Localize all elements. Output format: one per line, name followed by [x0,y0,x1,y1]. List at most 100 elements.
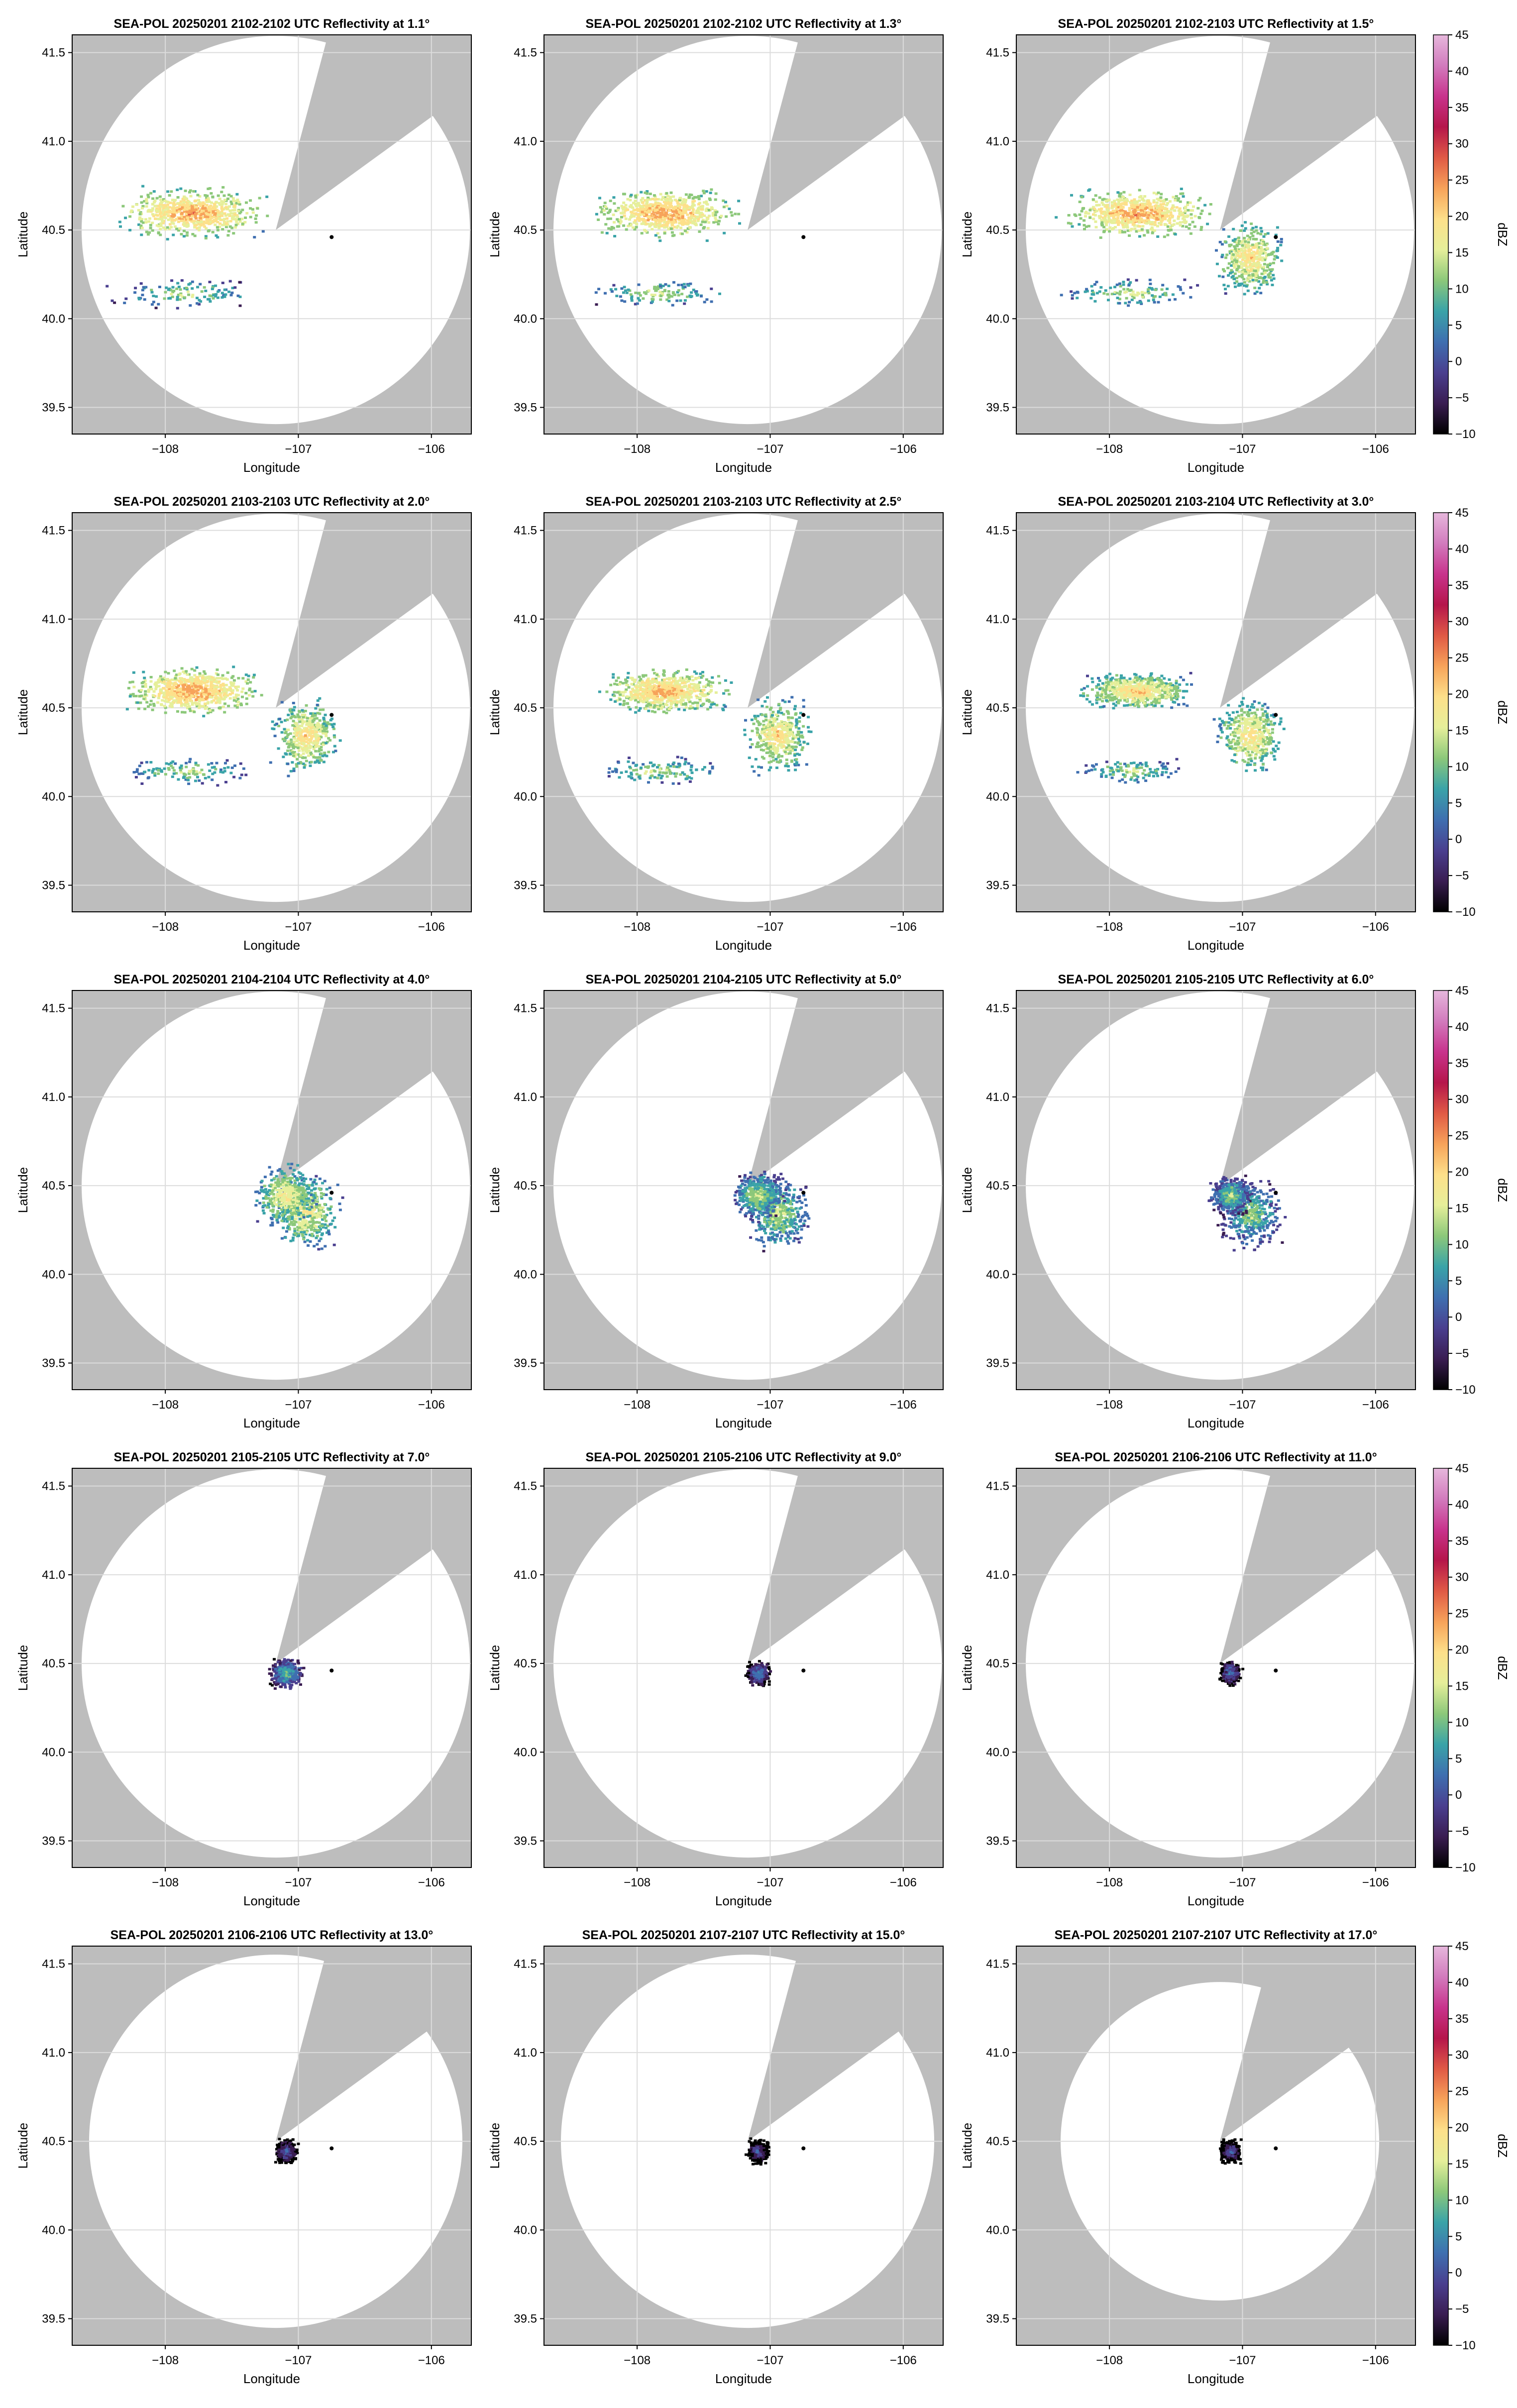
colorbar-tick-label: 5 [1455,2230,1462,2243]
y-tick-label: 39.5 [42,401,65,415]
y-tick-label: 40.5 [514,223,537,237]
reflectivity-echoes [745,2137,770,2166]
grid [72,1468,471,1867]
y-tick-label: 41.5 [514,46,537,60]
colorbar-tick-label: 30 [1455,615,1469,629]
radar-panel: SEA-POL 20250201 2102-2103 UTC Reflectiv… [960,17,1416,475]
x-tick-label: −108 [624,1398,650,1412]
y-axis-label: Latitude [960,212,975,258]
reflectivity-echoes [1218,1660,1245,1687]
y-tick-label: 41.0 [986,1091,1009,1104]
panel-title: SEA-POL 20250201 2107-2107 UTC Reflectiv… [582,1928,905,1942]
colorbar-tick-label: 30 [1455,137,1469,151]
x-axis-label: Longitude [1188,1416,1244,1430]
y-tick-label: 40.0 [514,312,537,326]
site-marker [801,2146,806,2151]
colorbar-gradient [1433,512,1449,912]
y-tick-label: 41.0 [986,1568,1009,1582]
colorbar-tick-label: 0 [1455,2266,1462,2280]
y-tick-label: 39.5 [986,1357,1009,1370]
y-tick-label: 40.0 [514,790,537,803]
x-tick-label: −108 [1096,442,1123,456]
site-marker [801,1191,806,1195]
y-tick-label: 41.5 [986,1958,1009,1971]
reflectivity-echoes [106,185,269,310]
reflectivity-echoes [1219,2138,1243,2165]
y-axis-label: Latitude [960,689,975,736]
panel-title: SEA-POL 20250201 2105-2105 UTC Reflectiv… [114,1450,430,1464]
panel-title: SEA-POL 20250201 2107-2107 UTC Reflectiv… [1055,1928,1378,1942]
colorbar-tick-label: 45 [1455,984,1469,997]
colorbar: 45 40 35 30 25 20 15 10 5 0 −5 −10 dBZ [1433,28,1510,441]
colorbar-tick-label: 40 [1455,65,1469,78]
grid [72,1946,471,2345]
x-axis-label: Longitude [715,1893,772,1908]
y-tick-label: 40.0 [986,312,1009,326]
y-tick-label: 41.0 [514,1091,537,1104]
colorbar-tick-label: 40 [1455,1976,1469,1989]
y-tick-label: 40.5 [514,701,537,715]
y-tick-label: 41.0 [514,613,537,626]
radar-panel: SEA-POL 20250201 2107-2107 UTC Reflectiv… [487,1928,944,2386]
x-axis-label: Longitude [243,938,300,953]
axes-frame [543,512,944,912]
colorbar-tick-label: 30 [1455,1093,1469,1106]
panel-title: SEA-POL 20250201 2105-2106 UTC Reflectiv… [586,1450,902,1464]
x-tick-label: −107 [1229,2354,1256,2367]
colorbar-tick-label: 30 [1455,2049,1469,2062]
x-tick-label: −106 [1362,2354,1389,2367]
radar-panel: SEA-POL 20250201 2105-2105 UTC Reflectiv… [960,973,1416,1430]
y-tick-label: 40.5 [986,701,1009,715]
colorbar-tick-label: −5 [1455,2302,1469,2316]
panel-title: SEA-POL 20250201 2102-2103 UTC Reflectiv… [1058,17,1374,31]
axes-frame [1016,990,1416,1390]
y-axis-label: Latitude [487,1645,502,1691]
x-tick-label: −106 [418,1876,445,1889]
x-tick-label: −108 [152,1876,179,1889]
panel-title: SEA-POL 20250201 2105-2105 UTC Reflectiv… [1058,973,1374,986]
x-tick-label: −106 [418,2354,445,2367]
colorbar-tick-label: 10 [1455,1238,1469,1251]
axes-frame [72,1946,472,2346]
colorbar-tick-label: 10 [1455,760,1469,773]
x-axis-label: Longitude [243,1416,300,1430]
x-axis-label: Longitude [1188,1893,1244,1908]
x-axis-label: Longitude [1188,2371,1244,2386]
y-tick-label: 39.5 [986,2312,1009,2326]
y-tick-label: 39.5 [514,1357,537,1370]
colorbar-tick-label: 15 [1455,724,1469,737]
colorbar-tick-label: 5 [1455,1274,1462,1288]
colorbar-tick-label: 5 [1455,1752,1462,1765]
x-tick-label: −107 [285,2354,312,2367]
x-tick-label: −106 [418,920,445,934]
y-axis-label: Latitude [960,2123,975,2169]
y-tick-label: 40.5 [514,1179,537,1193]
colorbar-tick-label: 15 [1455,1202,1469,1215]
y-tick-label: 40.5 [986,1657,1009,1670]
grid [544,990,943,1390]
colorbar-tick-label: 20 [1455,2121,1469,2135]
colorbar-gradient [1433,990,1449,1390]
x-tick-label: −106 [890,2354,917,2367]
y-tick-label: 40.5 [42,1179,65,1193]
y-tick-label: 41.5 [514,1958,537,1971]
y-tick-label: 41.5 [42,524,65,538]
y-tick-label: 41.5 [986,524,1009,538]
reflectivity-echoes [594,188,741,307]
y-tick-label: 41.0 [42,135,65,148]
grid [72,990,471,1390]
y-axis-label: Latitude [487,212,502,258]
y-tick-label: 40.0 [986,790,1009,803]
y-tick-label: 39.5 [42,879,65,892]
x-axis-label: Longitude [715,460,772,475]
site-marker [329,2146,334,2151]
y-tick-label: 41.0 [986,2046,1009,2060]
radar-panel: SEA-POL 20250201 2103-2103 UTC Reflectiv… [15,495,472,953]
reflectivity-echoes [125,665,342,787]
y-tick-label: 40.0 [42,790,65,803]
colorbar-tick-label: −5 [1455,1825,1469,1838]
y-axis-label: Latitude [487,689,502,736]
y-tick-label: 40.5 [514,1657,537,1670]
x-tick-label: −106 [1362,1398,1389,1412]
x-tick-label: −108 [152,1398,179,1412]
